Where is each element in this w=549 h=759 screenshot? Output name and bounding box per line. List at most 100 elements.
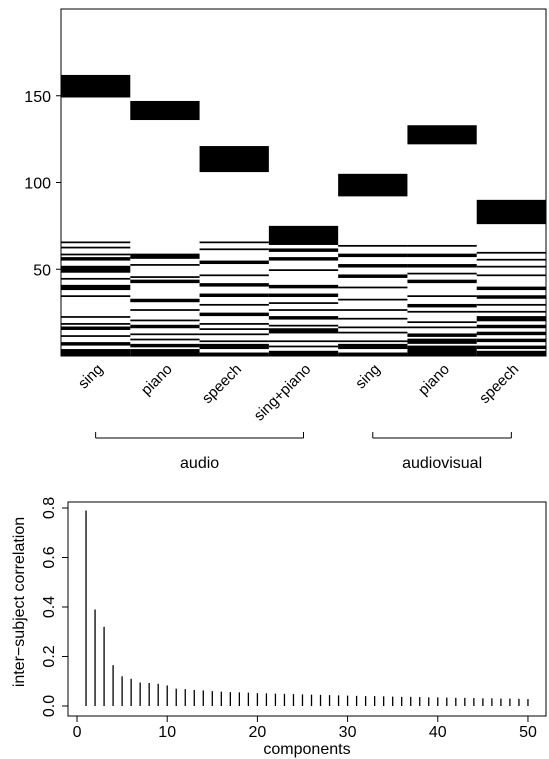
heatmap-band-5-5 <box>407 295 477 298</box>
heatmap-band-3-12 <box>268 350 339 356</box>
heatmap-band-4-0 <box>338 244 408 247</box>
bar-x-tick-label-4: 40 <box>429 724 447 741</box>
heatmap-band-6-8 <box>476 316 546 322</box>
group-bracket-0: audio <box>95 432 304 472</box>
heatmap-block-5 <box>407 125 477 145</box>
heatmap-band-2-5 <box>199 293 269 298</box>
heatmap-band-5-6 <box>407 303 477 308</box>
heatmap-band-3-11 <box>268 345 339 348</box>
heatmap-band-5-10 <box>407 333 477 337</box>
bar-y-tick-label-1: 0.2 <box>41 645 58 667</box>
heatmap-band-4-3 <box>338 274 408 278</box>
heatmap-column-label-6: speech <box>476 361 522 407</box>
heatmap-band-6-2 <box>476 265 546 268</box>
heatmap-band-1-8 <box>130 333 200 336</box>
heatmap-band-4-5 <box>338 298 408 301</box>
heatmap-band-5-2 <box>407 264 477 268</box>
heatmap-y-tick-label-1: 100 <box>24 176 51 193</box>
heatmap-band-6-13 <box>476 350 546 356</box>
heatmap-column-label-3: sing+piano <box>251 361 315 425</box>
heatmap-block-1 <box>130 100 200 121</box>
bar-x-tick-label-3: 30 <box>339 724 357 741</box>
heatmap-band-5-0 <box>407 244 477 247</box>
heatmap-band-4-9 <box>338 331 408 334</box>
heatmap-band-6-7 <box>476 310 546 313</box>
heatmap-band-2-11 <box>199 340 269 343</box>
heatmap-band-5-11 <box>407 338 477 344</box>
heatmap-band-6-0 <box>476 251 546 254</box>
heatmap-band-0-5 <box>61 277 131 280</box>
heatmap-band-3-10 <box>268 340 339 343</box>
heatmap-band-2-0 <box>199 241 269 244</box>
bar-x-tick-label-5: 50 <box>519 724 537 741</box>
heatmap-block-0 <box>61 74 131 98</box>
heatmap-y-tick-label-2: 150 <box>24 89 51 106</box>
heatmap-band-2-1 <box>199 248 269 251</box>
heatmap-band-1-3 <box>130 279 200 284</box>
heatmap-cells <box>61 74 546 356</box>
bar-x-tick-label-1: 10 <box>158 724 176 741</box>
heatmap-column-label-1: piano <box>138 361 176 399</box>
heatmap-block-4 <box>338 173 408 197</box>
heatmap-band-0-6 <box>61 284 131 291</box>
heatmap-band-4-7 <box>338 317 408 320</box>
heatmap-band-6-10 <box>476 331 546 336</box>
heatmap-band-3-5 <box>268 302 339 304</box>
group-label-1: audiovisual <box>402 455 482 472</box>
heatmap-band-1-5 <box>130 309 200 311</box>
heatmap-block-2 <box>199 146 269 173</box>
bar-y-tick-label-3: 0.6 <box>41 546 58 568</box>
heatmap-band-4-8 <box>338 326 408 329</box>
heatmap-band-3-8 <box>268 324 339 327</box>
heatmap-band-4-2 <box>338 264 408 268</box>
heatmap-band-2-3 <box>199 274 269 277</box>
heatmap-band-0-3 <box>61 257 131 261</box>
heatmap-column-labels: sing piano speech sing+piano sing piano speech <box>75 361 522 425</box>
bar-y-tick-label-4: 0.8 <box>41 497 58 519</box>
heatmap-band-0-8 <box>61 316 131 318</box>
heatmap-band-1-4 <box>130 298 200 303</box>
heatmap-y-axis: 50 100 150 <box>24 89 61 279</box>
heatmap-band-0-12 <box>61 342 131 346</box>
heatmap-band-5-3 <box>407 272 477 275</box>
heatmap-column-label-4: sing <box>352 361 383 392</box>
heatmap-band-5-9 <box>407 326 477 329</box>
heatmap-band-6-12 <box>476 345 546 350</box>
heatmap-band-3-6 <box>268 309 339 311</box>
x-axis-label: components <box>263 741 350 758</box>
heatmap-y-tick-label-0: 50 <box>33 262 51 279</box>
heatmap-band-0-13 <box>61 349 131 356</box>
heatmap-band-6-3 <box>476 274 546 277</box>
heatmap-band-3-1 <box>268 257 339 261</box>
heatmap-band-2-7 <box>199 312 269 317</box>
heatmap-band-3-0 <box>268 248 339 252</box>
heatmap-band-2-2 <box>199 260 269 265</box>
heatmap-band-6-4 <box>476 286 546 291</box>
heatmap-band-6-1 <box>476 258 546 261</box>
heatmap-band-1-0 <box>130 253 200 259</box>
heatmap-band-0-11 <box>61 335 131 337</box>
heatmap-band-2-6 <box>199 303 269 306</box>
heatmap-block-6 <box>476 199 546 225</box>
heatmap-band-4-4 <box>338 286 408 289</box>
bar-series <box>85 510 529 706</box>
heatmap-band-3-4 <box>268 293 339 298</box>
heatmap-band-5-1 <box>407 253 477 258</box>
group-bracket-1: audiovisual <box>372 432 512 472</box>
heatmap-band-6-11 <box>476 338 546 343</box>
heatmap-band-6-6 <box>476 303 546 306</box>
heatmap-band-4-12 <box>338 352 408 356</box>
heatmap-band-2-13 <box>199 352 269 356</box>
heatmap-band-1-6 <box>130 319 200 322</box>
heatmap-band-0-7 <box>61 295 131 298</box>
group-label-0: audio <box>180 455 219 472</box>
y-axis-label: inter−subject correlation <box>11 517 28 687</box>
heatmap-band-2-10 <box>199 333 269 336</box>
bar-y-axis: 0.0 0.2 0.4 0.6 0.8 <box>41 497 69 717</box>
heatmap-band-2-12 <box>199 343 269 350</box>
heatmap-band-5-12 <box>407 345 477 356</box>
heatmap-band-0-1 <box>61 246 131 249</box>
heatmap-band-6-5 <box>476 295 546 299</box>
heatmap-band-2-8 <box>199 323 269 325</box>
heatmap-band-1-2 <box>130 276 200 278</box>
